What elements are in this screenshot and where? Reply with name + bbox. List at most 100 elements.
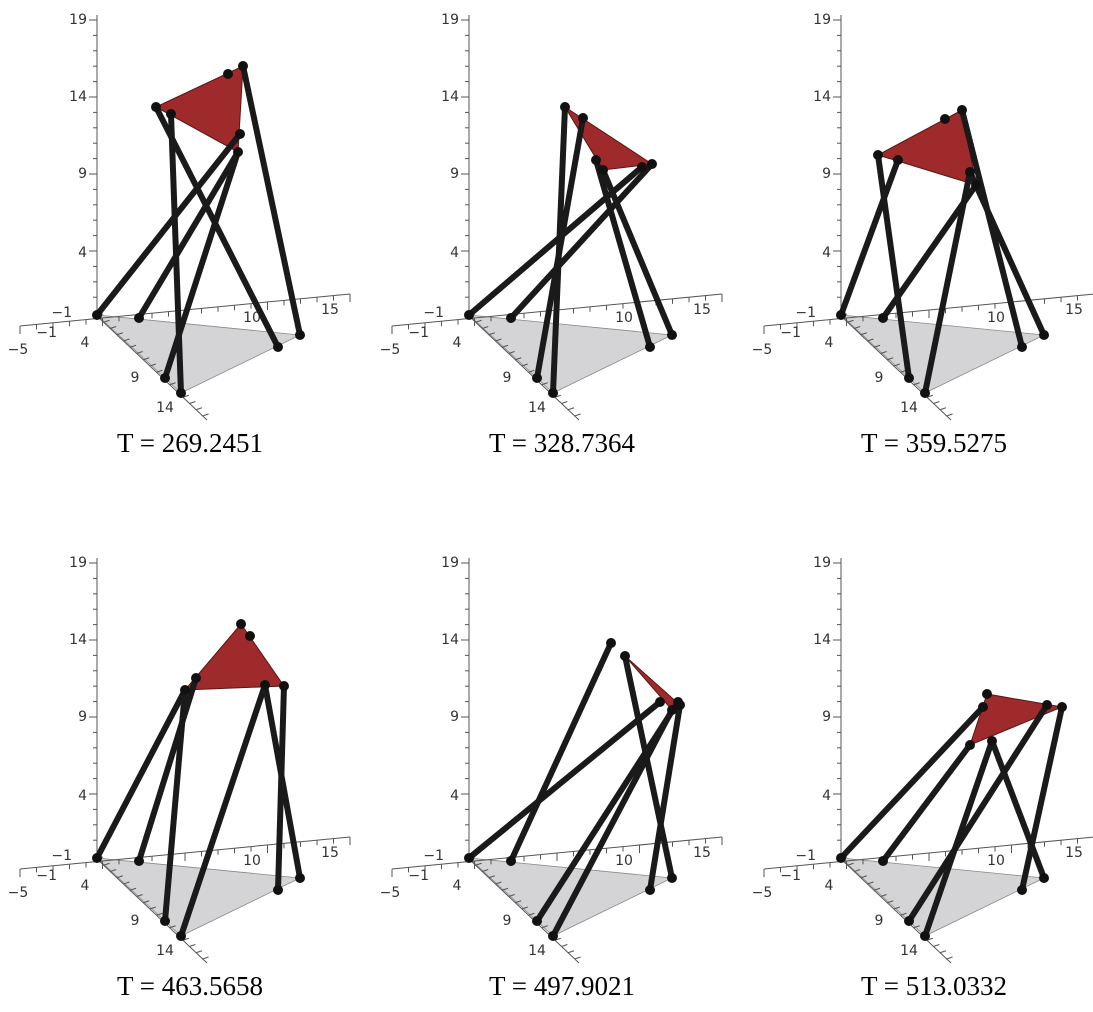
joint — [134, 856, 144, 866]
joint — [667, 330, 677, 340]
panel: 191494−1−14914−51015T = 497.9021 — [380, 555, 722, 1001]
z-tick-label: −1 — [795, 305, 816, 321]
x-tick-label: 15 — [693, 302, 711, 318]
joint — [235, 129, 245, 139]
joint — [233, 147, 243, 157]
y-tick-label: 4 — [453, 335, 462, 351]
leg — [469, 702, 660, 858]
y-tick — [940, 951, 946, 953]
x-tick-label: −5 — [8, 342, 29, 358]
base-plate — [97, 858, 300, 936]
y-tick-label: 14 — [156, 943, 174, 959]
joint — [645, 885, 655, 895]
joint — [645, 342, 655, 352]
joint — [893, 155, 903, 165]
joint — [295, 873, 305, 883]
z-tick-label: 19 — [813, 555, 831, 571]
z-tick-label: 4 — [78, 245, 87, 261]
y-tick-label: 9 — [503, 370, 512, 386]
joint — [965, 740, 975, 750]
z-tick-label: 4 — [450, 788, 459, 804]
joint — [978, 702, 988, 712]
x-tick-label: −5 — [752, 342, 773, 358]
x-tick-label: 15 — [1065, 845, 1083, 861]
joint — [920, 931, 930, 941]
y-tick-label: 9 — [131, 370, 140, 386]
x-tick-label: 15 — [321, 302, 339, 318]
joint — [957, 105, 967, 115]
joint — [920, 388, 930, 398]
y-tick-label: 14 — [900, 943, 918, 959]
joint — [260, 680, 270, 690]
y-tick — [561, 945, 567, 947]
x-tick-label: 15 — [693, 845, 711, 861]
y-tick — [947, 414, 953, 416]
joint — [151, 102, 161, 112]
z-tick-label: −1 — [51, 848, 72, 864]
y-tick-label: 4 — [825, 878, 834, 894]
panel: 191494−1−14914−51015T = 359.5275 — [752, 12, 1093, 458]
y-tick-label: 9 — [875, 370, 884, 386]
joint — [160, 916, 170, 926]
z-tick-label: 19 — [441, 12, 459, 28]
y-tick — [575, 414, 581, 416]
base-plate — [841, 315, 1044, 393]
joint — [620, 651, 630, 661]
y-tick-label: 9 — [503, 913, 512, 929]
z-tick-label: 19 — [441, 555, 459, 571]
y-tick-label: 9 — [875, 913, 884, 929]
leg — [139, 678, 196, 861]
joint — [176, 931, 186, 941]
z-tick-label: 19 — [69, 555, 87, 571]
joint — [180, 685, 190, 695]
y-tick-label: 14 — [528, 943, 546, 959]
z-tick-label: 14 — [813, 89, 831, 105]
y-tick-label: 14 — [900, 400, 918, 416]
z-tick-label: 4 — [822, 788, 831, 804]
joint — [560, 102, 570, 112]
caption: T = 269.2451 — [117, 428, 263, 458]
y-tick-label: −1 — [780, 868, 801, 884]
z-tick-label: −1 — [423, 848, 444, 864]
y-tick-label: −1 — [36, 868, 57, 884]
z-tick-label: −1 — [795, 848, 816, 864]
leg — [625, 656, 672, 878]
x-tick-label: 10 — [243, 853, 261, 869]
joint — [166, 109, 176, 119]
joint — [532, 373, 542, 383]
y-tick — [196, 951, 202, 953]
x-tick-label: 15 — [1065, 302, 1083, 318]
joint — [160, 373, 170, 383]
z-tick-label: 9 — [822, 709, 831, 725]
x-tick-label: 10 — [987, 310, 1005, 326]
y-tick — [189, 945, 195, 947]
joint — [134, 313, 144, 323]
y-tick-label: 4 — [81, 335, 90, 351]
y-tick — [203, 957, 209, 959]
joint — [878, 856, 888, 866]
joint — [295, 330, 305, 340]
joint — [667, 873, 677, 883]
y-tick — [568, 951, 574, 953]
joint — [971, 180, 981, 190]
x-tick-label: −5 — [380, 885, 401, 901]
joint — [1039, 873, 1049, 883]
y-tick — [568, 408, 574, 410]
joint — [506, 313, 516, 323]
z-tick-label: 14 — [69, 89, 87, 105]
z-tick-label: 19 — [69, 12, 87, 28]
y-tick — [189, 402, 195, 404]
joint — [1042, 700, 1052, 710]
z-tick-label: −1 — [51, 305, 72, 321]
joint — [647, 159, 657, 169]
joint — [176, 388, 186, 398]
y-tick-label: 4 — [453, 878, 462, 894]
joint — [606, 638, 616, 648]
joint — [637, 162, 647, 172]
caption: T = 359.5275 — [861, 428, 1007, 458]
panel: 191494−1−14914−51015T = 513.0332 — [752, 555, 1093, 1001]
z-tick-label: 19 — [813, 12, 831, 28]
y-tick — [933, 402, 939, 404]
joint — [548, 931, 558, 941]
